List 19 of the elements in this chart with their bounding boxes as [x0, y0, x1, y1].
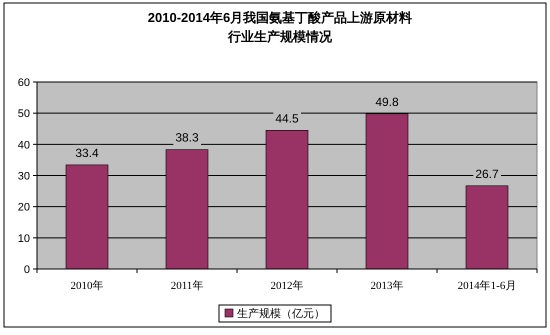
- y-tick-label: 10: [18, 232, 30, 245]
- y-tick-label: 0: [24, 264, 30, 276]
- x-tick-label: 2011年: [170, 280, 204, 292]
- data-label: 44.5: [275, 111, 299, 126]
- y-tick-label: 50: [18, 108, 30, 120]
- y-tick-label: 60: [18, 77, 30, 89]
- y-tick-label: 20: [18, 202, 30, 214]
- data-label: 26.7: [475, 166, 499, 181]
- x-tick-label: 2014年1-6月: [458, 280, 516, 292]
- x-tick-label: 2010年: [70, 280, 104, 292]
- data-label: 49.8: [375, 94, 399, 109]
- legend-label: 生产规模（亿元）: [237, 307, 325, 320]
- chart-title: 2010-2014年6月我国氨基丁酸产品上游原材料行业生产规模情况: [146, 9, 414, 46]
- y-tick-label: 40: [18, 139, 30, 152]
- y-tick-label: 30: [18, 170, 30, 182]
- x-tick-label: 2013年: [370, 280, 404, 292]
- data-label: 38.3: [175, 130, 199, 145]
- x-tick-label: 2012年: [270, 280, 304, 292]
- data-label: 33.4: [75, 146, 99, 160]
